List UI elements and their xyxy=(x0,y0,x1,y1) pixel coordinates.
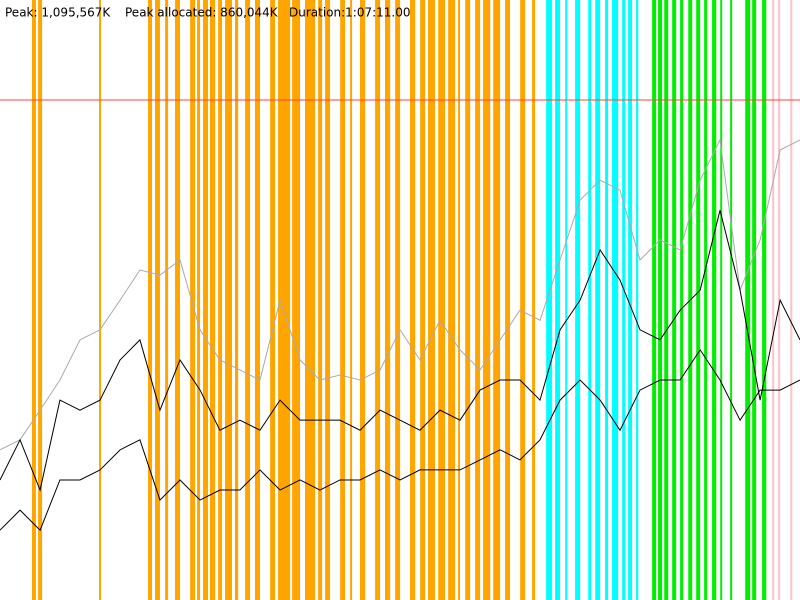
gc-band xyxy=(745,0,751,600)
gc-band xyxy=(595,0,601,600)
gc-band xyxy=(672,0,677,600)
gc-band xyxy=(636,0,639,600)
gc-band xyxy=(99,0,102,600)
memory-line xyxy=(0,138,800,451)
gc-band xyxy=(318,0,323,600)
gc-band xyxy=(305,0,316,600)
gc-band xyxy=(375,0,381,600)
gc-band xyxy=(360,0,366,600)
gc-band xyxy=(325,0,331,600)
gc-band xyxy=(38,0,43,600)
gc-band xyxy=(752,0,757,600)
gc-band xyxy=(565,0,568,600)
gc-band xyxy=(493,0,501,600)
gc-band xyxy=(546,0,553,600)
gc-band xyxy=(575,0,581,600)
gc-band xyxy=(762,0,767,600)
gc-band xyxy=(270,0,276,600)
bands xyxy=(31,0,793,600)
gc-band xyxy=(696,0,701,600)
gc-band xyxy=(652,0,657,600)
gc-band xyxy=(465,0,471,600)
gc-band xyxy=(209,0,216,600)
gc-band xyxy=(420,0,426,600)
peak-allocated-stat: Peak allocated: 860,044K xyxy=(125,6,279,20)
duration-stat: Duration:1:07:11.00 xyxy=(289,6,411,20)
gc-band xyxy=(483,0,491,600)
gc-band xyxy=(658,0,663,600)
gc-band xyxy=(218,0,223,600)
gc-band xyxy=(475,0,481,600)
gc-band xyxy=(622,0,626,600)
gc-band xyxy=(605,0,609,600)
lines xyxy=(0,99,800,532)
gc-band xyxy=(555,0,561,600)
gc-band xyxy=(680,0,684,600)
gc-band xyxy=(772,0,775,600)
gc-band xyxy=(730,0,733,600)
memory-line xyxy=(0,348,800,532)
gc-band xyxy=(778,0,781,600)
gc-band xyxy=(165,0,169,600)
gc-band xyxy=(612,0,619,600)
stats: Peak: 1,095,567K Peak allocated: 860,044… xyxy=(5,6,411,20)
gc-band xyxy=(704,0,708,600)
gc-band xyxy=(628,0,633,600)
gc-band xyxy=(255,0,260,600)
gc-band xyxy=(350,0,353,600)
gc-band xyxy=(428,0,436,600)
gc-band xyxy=(278,0,291,600)
gc-band xyxy=(712,0,717,600)
gc-band xyxy=(225,0,233,600)
gc-band xyxy=(532,0,536,600)
gc-band xyxy=(31,0,36,600)
gc-band xyxy=(458,0,461,600)
peak-stat: Peak: 1,095,567K xyxy=(5,6,111,20)
gc-band xyxy=(395,0,401,600)
gc-band xyxy=(385,0,391,600)
gc-band xyxy=(340,0,346,600)
gc-band xyxy=(190,0,196,600)
gc-band xyxy=(520,0,526,600)
gc-band xyxy=(720,0,723,600)
gc-band xyxy=(410,0,416,600)
gc-band xyxy=(588,0,592,600)
gc-band xyxy=(175,0,181,600)
gc-band xyxy=(234,0,239,600)
gc-band xyxy=(292,0,301,600)
gc-band xyxy=(203,0,208,600)
gc-band xyxy=(148,0,153,600)
memory-line xyxy=(0,210,800,492)
gc-band xyxy=(448,0,456,600)
gc-band xyxy=(438,0,446,600)
gc-band xyxy=(197,0,201,600)
gc-band xyxy=(154,0,160,600)
gc-band xyxy=(790,0,793,600)
gc-band xyxy=(505,0,511,600)
gc-band xyxy=(664,0,669,600)
gc-band xyxy=(245,0,251,600)
